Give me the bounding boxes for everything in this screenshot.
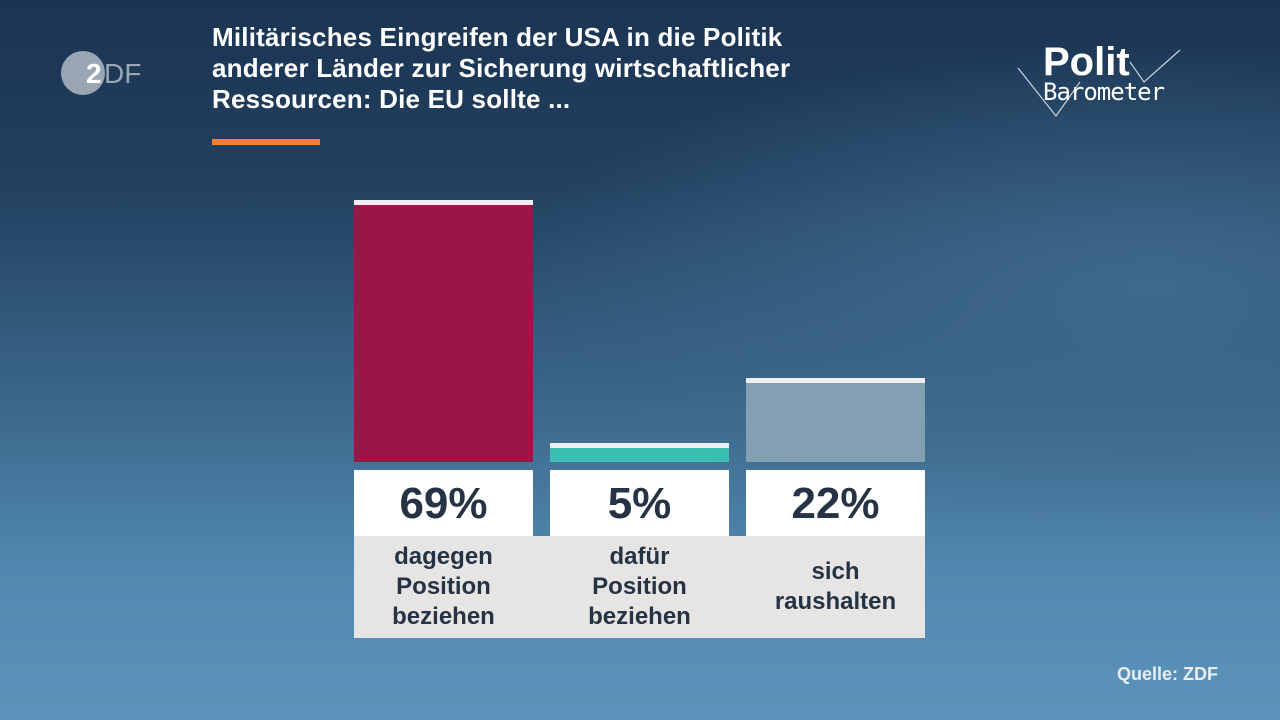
svg-text:2: 2 bbox=[86, 58, 102, 89]
politbarometer-logo: Polit Barometer bbox=[1012, 40, 1187, 120]
bar-1 bbox=[550, 443, 729, 462]
value-label: 5% bbox=[550, 470, 729, 536]
bar-cap bbox=[746, 378, 925, 384]
logo-text-barometer: Barometer bbox=[1043, 78, 1165, 106]
accent-line bbox=[212, 139, 320, 145]
category-label: sich raushalten bbox=[774, 558, 897, 615]
title-line: Ressourcen: Die EU sollte ... bbox=[212, 84, 571, 114]
chart-title: Militärisches Eingreifen der USA in die … bbox=[212, 22, 912, 115]
svg-text:DF: DF bbox=[104, 58, 141, 89]
bar-cap bbox=[550, 443, 729, 448]
value-label: 69% bbox=[354, 470, 533, 536]
source-note: Quelle: ZDF bbox=[1116, 664, 1218, 684]
zdf-logo: 2 DF bbox=[60, 50, 150, 96]
bar-2 bbox=[746, 378, 925, 462]
title-line: anderer Länder zur Sicherung wirtschaftl… bbox=[212, 53, 791, 83]
title-line: Militärisches Eingreifen der USA in die … bbox=[212, 22, 783, 52]
bar-cap bbox=[354, 200, 533, 205]
bar-0 bbox=[354, 200, 533, 462]
value-label: 22% bbox=[746, 470, 925, 536]
label-band bbox=[354, 536, 925, 638]
category-label: dafür Position beziehen bbox=[588, 543, 691, 630]
logo-text-polit: Polit bbox=[1043, 40, 1130, 84]
category-label: dagegen Position beziehen bbox=[392, 543, 495, 630]
